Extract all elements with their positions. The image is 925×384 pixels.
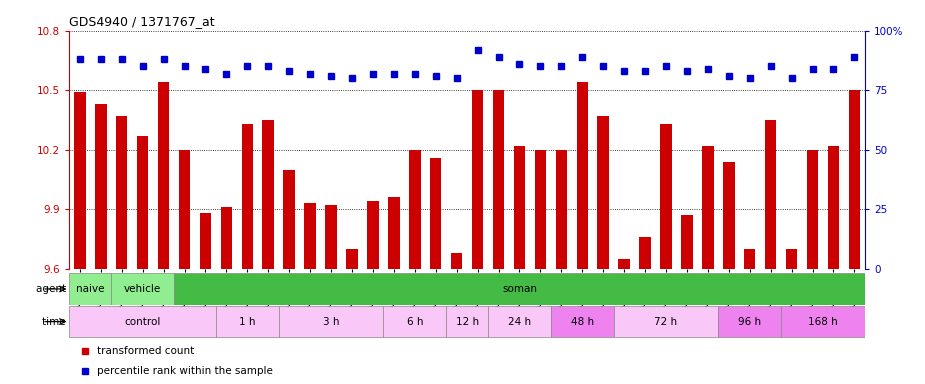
Text: 168 h: 168 h — [808, 316, 838, 327]
Bar — [74, 92, 86, 269]
Text: control: control — [125, 316, 161, 327]
Bar — [723, 162, 734, 269]
Bar — [263, 120, 274, 269]
Text: naive: naive — [76, 284, 105, 294]
Bar — [179, 150, 191, 269]
Bar — [241, 124, 253, 269]
Bar — [488, 306, 551, 337]
Bar — [158, 82, 169, 269]
Bar — [493, 90, 504, 269]
Bar — [221, 207, 232, 269]
Bar — [848, 90, 860, 269]
Text: soman: soman — [502, 284, 536, 294]
Text: percentile rank within the sample: percentile rank within the sample — [97, 366, 273, 376]
Text: 1 h: 1 h — [239, 316, 255, 327]
Bar — [702, 146, 713, 269]
Text: 24 h: 24 h — [508, 316, 531, 327]
Text: transformed count: transformed count — [97, 346, 194, 356]
Bar — [781, 306, 865, 337]
Bar — [111, 273, 174, 305]
Bar — [472, 90, 484, 269]
Bar — [367, 201, 378, 269]
Bar — [535, 150, 546, 269]
Bar — [786, 249, 797, 269]
Text: 48 h: 48 h — [571, 316, 594, 327]
Text: agent: agent — [36, 284, 69, 294]
Bar — [200, 213, 211, 269]
Bar — [388, 197, 400, 269]
Text: 3 h: 3 h — [323, 316, 339, 327]
Bar — [326, 205, 337, 269]
Bar — [174, 273, 865, 305]
Bar — [660, 124, 672, 269]
Bar — [409, 150, 421, 269]
Bar — [283, 170, 295, 269]
Bar — [69, 273, 111, 305]
Bar — [383, 306, 446, 337]
Bar — [346, 249, 358, 269]
Bar — [95, 104, 106, 269]
Text: vehicle: vehicle — [124, 284, 161, 294]
Bar — [116, 116, 128, 269]
Bar — [765, 120, 776, 269]
Text: 6 h: 6 h — [407, 316, 423, 327]
Bar — [744, 249, 756, 269]
Bar — [216, 306, 278, 337]
Bar — [446, 306, 488, 337]
Bar — [137, 136, 148, 269]
Bar — [681, 215, 693, 269]
Bar — [613, 306, 719, 337]
Text: time: time — [43, 316, 69, 327]
Bar — [828, 146, 839, 269]
Bar — [278, 306, 383, 337]
Bar — [556, 150, 567, 269]
Bar — [450, 253, 462, 269]
Text: 72 h: 72 h — [655, 316, 677, 327]
Text: 96 h: 96 h — [738, 316, 761, 327]
Bar — [513, 146, 525, 269]
Bar — [551, 306, 613, 337]
Bar — [576, 82, 588, 269]
Bar — [807, 150, 819, 269]
Bar — [619, 259, 630, 269]
Bar — [69, 306, 216, 337]
Bar — [430, 158, 441, 269]
Text: 12 h: 12 h — [455, 316, 479, 327]
Bar — [719, 306, 781, 337]
Bar — [639, 237, 651, 269]
Bar — [598, 116, 609, 269]
Text: GDS4940 / 1371767_at: GDS4940 / 1371767_at — [69, 15, 215, 28]
Bar — [304, 204, 315, 269]
